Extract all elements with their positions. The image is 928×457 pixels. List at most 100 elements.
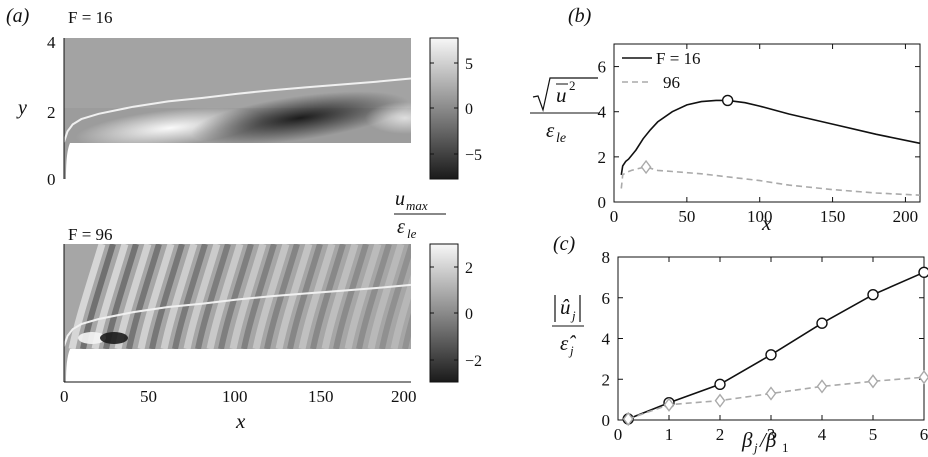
a-top-cbar-tick-m5: −5 (465, 147, 482, 164)
c-axis-ticks: 0 1 2 3 4 5 6 0 2 4 6 8 (602, 248, 928, 444)
c-xtick-label: 3 (767, 425, 776, 444)
a-top-negative-streak (191, 91, 409, 145)
c-series-1-point (622, 411, 634, 427)
b-xtick-label: 50 (678, 207, 695, 226)
a-bottom-wave-front-dark (379, 244, 411, 350)
a-bottom-wave-front-dark (287, 244, 323, 350)
c-ylabel-eps: ε̂ (560, 331, 576, 355)
a-bottom-near-wall-negative (100, 332, 128, 344)
c-xlabel: β j /β 1 (741, 428, 789, 455)
a-top-heatmap (64, 38, 411, 179)
a-bottom-wave-front-light (367, 244, 405, 350)
a-bottom-wave-front-dark (218, 244, 254, 350)
a-bottom-near-wall-positive (78, 332, 106, 344)
c-xtick-label: 5 (869, 425, 878, 444)
a-bottom-cbar-tick-m2: −2 (465, 353, 482, 370)
b-ylabel-u: u (556, 83, 567, 107)
a-bottom-wave-front-dark (149, 244, 185, 350)
b-xtick-label: 0 (610, 207, 619, 226)
a-top-cbar-tick-5: 5 (465, 56, 473, 73)
b-legend: F = 16 96 (622, 49, 701, 92)
cbar-label-num-sub: max (406, 198, 428, 213)
a-bottom-cbar-tick-0: 0 (465, 306, 473, 323)
c-ytick-label: 2 (602, 370, 611, 389)
c-xlabel-slash: /β (759, 428, 777, 452)
a-bottom-wave-front-light (252, 244, 290, 350)
a-bottom-wave-fronts (68, 244, 411, 350)
a-top-leading-edge (64, 143, 70, 179)
c-ytick-label: 8 (602, 248, 611, 267)
c-xlabel-j: j (752, 440, 758, 455)
b-ylabel: u 2 ε le (530, 77, 600, 146)
c-series-line-0 (627, 271, 925, 420)
c-series-1-point (714, 393, 726, 408)
b-axis-ticks: 0 50 100 150 200 0 2 4 6 (598, 44, 920, 226)
b-series (620, 94, 921, 196)
a-bottom-wave-front-light (137, 244, 175, 350)
panel-label-b: (b) (568, 5, 592, 27)
b-ylabel-eps-sub: le (556, 131, 566, 146)
a-bottom-xtick-200: 200 (391, 387, 417, 406)
c-xtick-label: 0 (614, 425, 623, 444)
c-series-1-point (918, 370, 928, 385)
b-xtick-label: 200 (893, 207, 919, 226)
a-bottom-wave-front-light (298, 244, 336, 350)
b-ytick-label: 4 (598, 103, 607, 122)
a-bottom-wave-front-dark (310, 244, 346, 350)
a-bottom-xtick-100: 100 (222, 387, 248, 406)
a-bottom-wave-front-dark (356, 244, 392, 350)
c-series-1-point (663, 397, 675, 412)
c-series-0-point (918, 266, 928, 278)
c-xtick-label: 4 (818, 425, 827, 444)
a-bottom-wave-front-light (390, 274, 411, 350)
c-xlabel-one: 1 (782, 440, 789, 455)
a-top-title: F = 16 (68, 8, 113, 27)
b-ylabel-sqrt (532, 77, 598, 113)
a-top-ytick-2: 2 (47, 103, 56, 122)
a-bottom-cbar-tick-2: 2 (465, 260, 473, 277)
c-xtick-label: 1 (665, 425, 674, 444)
b-ylabel-eps: ε (546, 118, 555, 142)
c-ylabel-u-sub: j (570, 308, 576, 323)
cbar-label-num: u (395, 188, 405, 210)
c-ylabel-eps-sub: j (568, 343, 574, 358)
b-xlabel: x (761, 211, 772, 235)
a-top-positive-streak-2 (365, 102, 411, 134)
a-bottom-wave-front-light (68, 244, 106, 350)
a-top-cbar-tick-0: 0 (465, 101, 473, 118)
a-bottom-colorbar (429, 243, 459, 383)
a-bottom-wave-front-light (183, 244, 221, 350)
a-top-y-ticks: 0 2 4 (47, 33, 56, 189)
b-peak-marker-1 (640, 159, 652, 175)
c-xtick-label: 2 (716, 425, 725, 444)
a-bottom-xtick-150: 150 (308, 387, 334, 406)
a-bottom-leading-edge (64, 349, 70, 382)
a-bottom-wave-front-light (321, 244, 359, 350)
cbar-label-den: ε (397, 216, 405, 238)
b-ytick-label: 0 (598, 193, 607, 212)
c-xlabel-beta-j: β (741, 428, 753, 452)
b-legend-label-96: 96 (663, 73, 680, 92)
b-series-line-1 (620, 166, 921, 196)
panel-label-c: (c) (553, 233, 576, 255)
b-ytick-label: 6 (598, 58, 607, 77)
panel-label-a: (a) (6, 5, 30, 27)
a-top-ylabel: y (16, 97, 27, 119)
a-bottom-wave-front-light (160, 244, 198, 350)
a-bottom-colorbar-ticks: 2 0 −2 (430, 260, 482, 370)
c-ylabel-u: û (560, 295, 571, 319)
a-top-mask (64, 143, 411, 179)
b-xtick-label: 100 (747, 207, 773, 226)
a-top-colorbar (429, 37, 459, 180)
a-bottom-wave-front-light (275, 244, 313, 350)
a-bottom-xtick-0: 0 (60, 387, 69, 406)
a-bottom-xtick-50: 50 (140, 387, 157, 406)
b-ytick-label: 2 (598, 148, 607, 167)
a-top-boundary-layer-edge (64, 77, 411, 143)
a-bottom-title: F = 96 (68, 225, 113, 244)
a-bottom-heatmap (64, 244, 411, 382)
c-ytick-label: 4 (602, 330, 611, 349)
a-bottom-boundary-layer-edge (64, 283, 411, 347)
a-bottom-wave-front-dark (172, 244, 208, 350)
c-series-line-1 (627, 376, 925, 420)
